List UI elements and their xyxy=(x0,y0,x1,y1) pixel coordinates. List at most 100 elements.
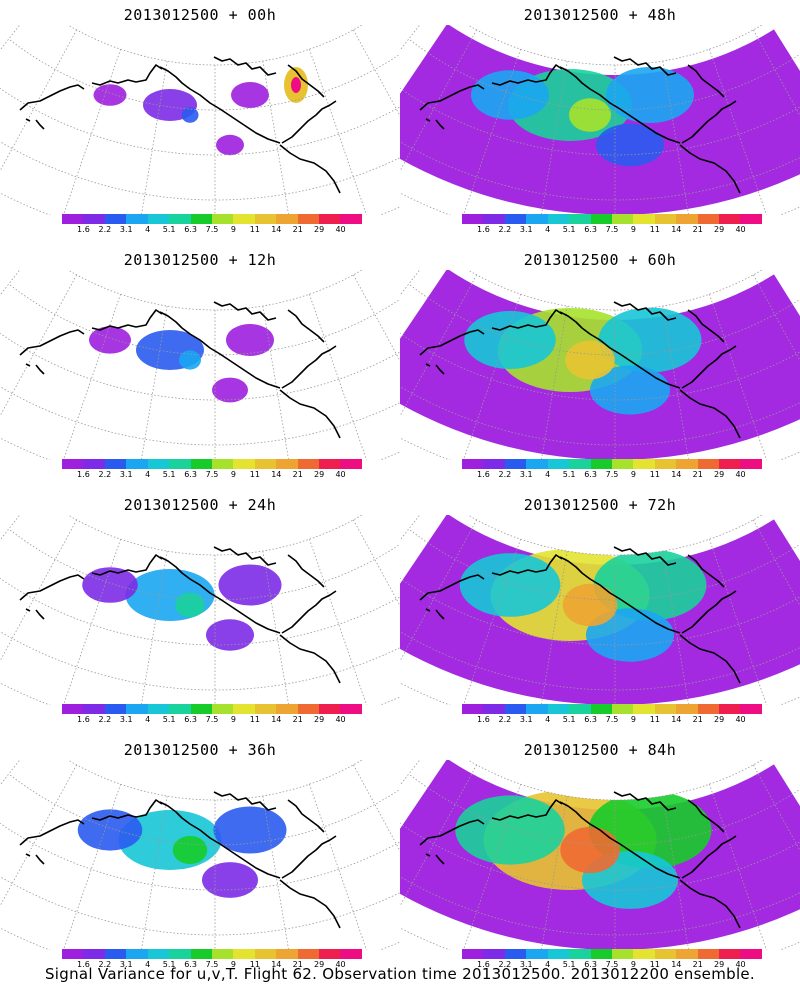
colorbar-label: 9 xyxy=(230,715,236,724)
colorbar-swatch xyxy=(526,949,548,959)
colorbar-label: 5.1 xyxy=(562,225,576,234)
colorbar-swatch xyxy=(169,704,191,714)
colorbar-swatch xyxy=(547,214,570,224)
colorbar-label: 1.6 xyxy=(77,960,90,969)
colorbar-label: 6.3 xyxy=(184,715,197,724)
colorbar-swatch xyxy=(83,704,105,714)
colorbar-label: 5.1 xyxy=(162,470,176,479)
colorbar-swatch xyxy=(719,704,741,714)
colorbar-label: 40 xyxy=(335,960,346,969)
colorbar-swatch xyxy=(483,459,505,469)
coastlines xyxy=(419,56,741,194)
colorbar-swatch xyxy=(697,949,720,959)
colorbar-label: 9 xyxy=(630,715,636,724)
colorbar-label: 4 xyxy=(545,960,551,969)
colorbar-label: 29 xyxy=(714,715,725,724)
colorbar-swatch xyxy=(126,214,148,224)
colorbar-swatch xyxy=(254,704,277,714)
map-panel: 2013012500 + 24h 1.6 2.2 3.1 4 5.1 6.3 7.5 9 11 14… xyxy=(0,490,400,730)
colorbar-swatch xyxy=(126,704,148,714)
colorbar-swatch xyxy=(83,214,105,224)
colorbar-swatch xyxy=(319,949,341,959)
colorbar-label: 11 xyxy=(249,225,260,234)
panel-title: 2013012500 + 48h xyxy=(523,6,677,24)
coastlines xyxy=(19,301,341,439)
coastlines xyxy=(419,546,741,684)
colorbar-label: 9 xyxy=(230,960,236,969)
colorbar-swatch xyxy=(62,949,84,959)
colorbar-swatch xyxy=(676,459,698,469)
colorbar-label: 9 xyxy=(230,225,236,234)
colorbar-label: 2.2 xyxy=(498,715,512,724)
colorbar-swatch xyxy=(483,949,505,959)
colorbar-swatch xyxy=(233,704,255,714)
colorbar-label: 21 xyxy=(292,225,303,234)
figure-caption: Signal Variance for u,v,T. Flight 62. Ob… xyxy=(44,965,756,983)
colorbar-label: 14 xyxy=(271,715,282,724)
colorbar-swatch xyxy=(697,459,720,469)
colorbar-swatch xyxy=(276,214,298,224)
colorbar-swatch xyxy=(297,214,320,224)
graticule xyxy=(0,25,400,215)
colorbar-swatch xyxy=(319,704,341,714)
colorbar-swatch xyxy=(740,459,762,469)
colorbar-swatch xyxy=(169,214,191,224)
colorbar-swatch xyxy=(654,459,677,469)
colorbar-label: 7.5 xyxy=(205,470,219,479)
colorbar-label: 6.3 xyxy=(184,960,197,969)
colorbar: 1.6 2.2 3.1 4 5.1 6.3 7.5 9 11 14 21 29 40 xyxy=(462,459,762,483)
colorbar-label: 6.3 xyxy=(584,225,597,234)
polar-stereographic-map xyxy=(400,270,800,460)
variance-field xyxy=(77,806,287,898)
polar-stereographic-map xyxy=(0,515,400,705)
colorbar-swatch xyxy=(590,949,612,959)
colorbar-swatch xyxy=(526,704,548,714)
colorbar-label: 4 xyxy=(545,470,551,479)
colorbar-swatch xyxy=(83,459,105,469)
panel-title: 2013012500 + 00h xyxy=(123,6,277,24)
colorbar-label: 29 xyxy=(314,715,325,724)
colorbar-label: 4 xyxy=(145,470,151,479)
coastlines xyxy=(419,791,741,929)
colorbar-swatch xyxy=(190,949,212,959)
colorbar-swatch xyxy=(147,459,170,469)
graticule xyxy=(400,25,800,215)
colorbar-label: 7.5 xyxy=(605,225,619,234)
map-panel: 2013012500 + 60h 1.6 2.2 3.1 4 5.1 6.3 7.5 9 11 14… xyxy=(400,245,800,485)
colorbar-label: 1.6 xyxy=(477,225,490,234)
colorbar-label: 6.3 xyxy=(584,960,597,969)
colorbar-label: 1.6 xyxy=(477,960,490,969)
colorbar-swatch xyxy=(569,704,591,714)
colorbar-label: 5.1 xyxy=(162,960,176,969)
colorbar-label: 6.3 xyxy=(584,715,597,724)
colorbar-label: 29 xyxy=(314,960,325,969)
graticule xyxy=(0,760,400,950)
colorbar-swatch xyxy=(633,704,655,714)
colorbar-label: 40 xyxy=(735,960,746,969)
colorbar-swatch xyxy=(276,949,298,959)
colorbar-label: 3.1 xyxy=(519,225,533,234)
map-panel: 2013012500 + 36h 1.6 2.2 3.1 4 5.1 6.3 7.5 9 11 14… xyxy=(0,735,400,975)
variance-field xyxy=(400,270,800,460)
colorbar-label: 40 xyxy=(735,470,746,479)
colorbar-label: 11 xyxy=(249,715,260,724)
colorbar-swatch xyxy=(611,459,634,469)
colorbar-swatch xyxy=(504,704,527,714)
polar-stereographic-map xyxy=(0,270,400,460)
colorbar-label: 4 xyxy=(545,225,551,234)
graticule xyxy=(0,270,400,460)
colorbar-swatch xyxy=(297,949,320,959)
colorbar-swatch xyxy=(590,704,612,714)
colorbar-label: 21 xyxy=(292,470,303,479)
colorbar-label: 7.5 xyxy=(205,960,219,969)
map-panel: 2013012500 + 84h 1.6 2.2 3.1 4 5.1 6.3 7.5 9 11 14… xyxy=(400,735,800,975)
colorbar-swatch xyxy=(611,214,634,224)
colorbar-swatch xyxy=(697,704,720,714)
colorbar-label: 3.1 xyxy=(519,960,533,969)
colorbar-swatch xyxy=(719,459,741,469)
colorbar-label: 14 xyxy=(671,470,682,479)
colorbar-swatch xyxy=(233,214,255,224)
colorbar-swatch xyxy=(340,459,362,469)
colorbar-label: 40 xyxy=(735,225,746,234)
colorbar-label: 5.1 xyxy=(562,960,576,969)
